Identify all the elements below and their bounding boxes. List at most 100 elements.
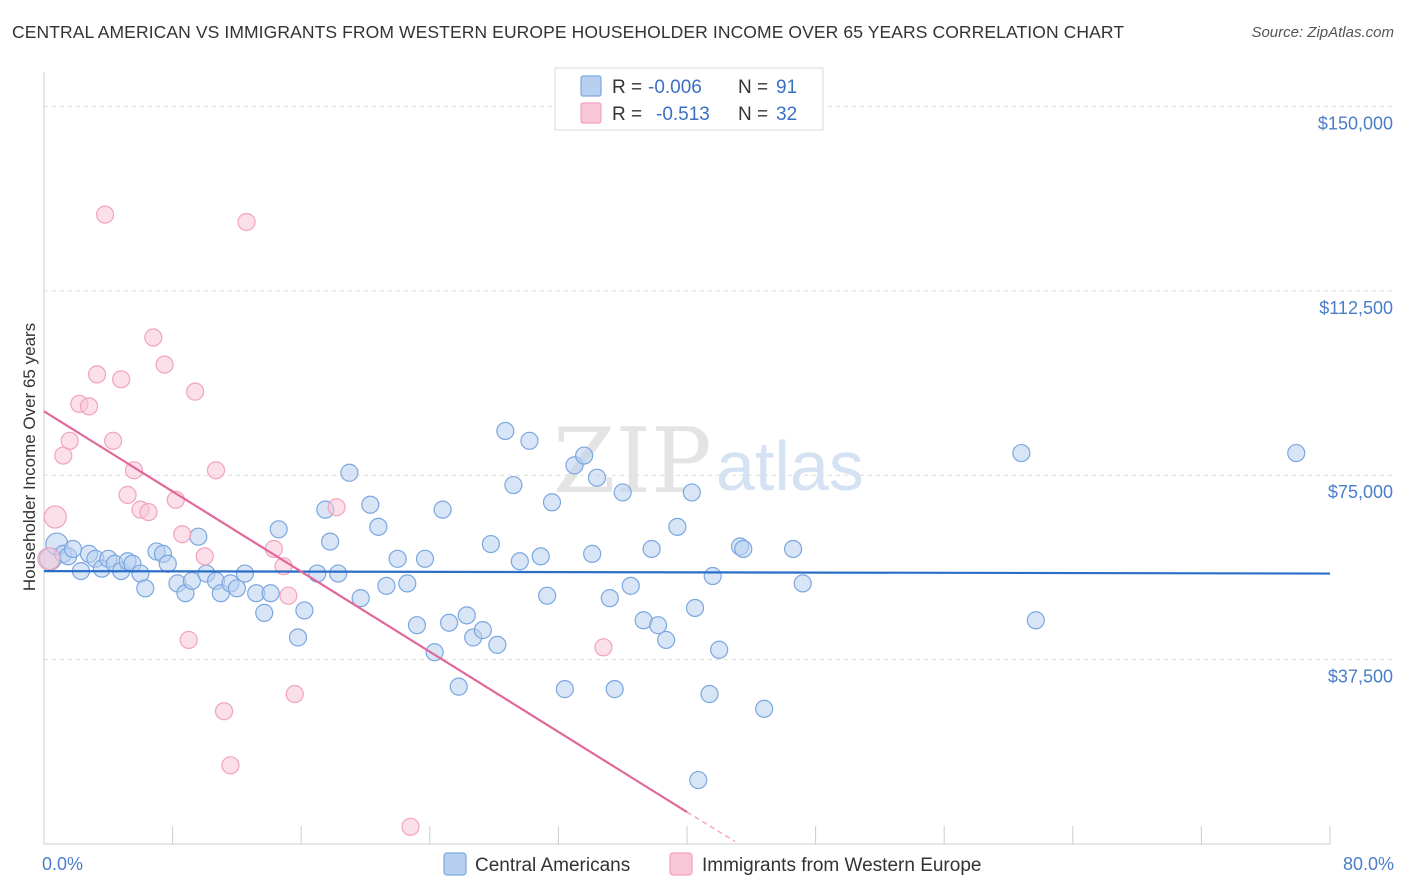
western-europe-point-13 — [139, 502, 158, 522]
legend-r-value-2: -0.513 — [656, 104, 710, 125]
legend-r-value-1: -0.006 — [648, 77, 702, 98]
central-american-point-62 — [538, 586, 557, 605]
legend-r-label-2: R = — [612, 104, 642, 125]
central-american-point-70 — [605, 680, 624, 699]
central-american-point-4 — [63, 539, 83, 559]
western-europe-point-10 — [118, 485, 137, 504]
central-american-point-59 — [510, 552, 529, 571]
central-american-point-83 — [710, 640, 729, 659]
bottom-legend: Central Americans Immigrants from Wester… — [443, 852, 981, 876]
central-american-point-35 — [308, 564, 327, 583]
central-american-point-51 — [449, 677, 468, 696]
legend-swatch-central-americans — [580, 75, 602, 97]
central-american-point-41 — [361, 495, 380, 514]
central-american-point-39 — [340, 463, 359, 482]
central-american-point-88 — [793, 574, 812, 593]
central-american-point-91 — [1287, 443, 1306, 463]
central-american-point-64 — [555, 680, 574, 699]
central-american-point-85 — [734, 539, 753, 559]
central-american-point-87 — [783, 539, 803, 559]
source-label: Source: ZipAtlas.com — [1251, 24, 1394, 41]
central-american-point-43 — [377, 576, 396, 595]
western-europe-point-5 — [79, 397, 99, 416]
y-tick-label-3: $150,000 — [1318, 113, 1393, 133]
central-american-point-54 — [473, 621, 492, 640]
bottom-legend-swatch-central-americans — [443, 852, 467, 876]
central-american-point-42 — [369, 517, 388, 536]
central-american-point-75 — [648, 616, 668, 635]
western-europe-point-6 — [87, 365, 107, 384]
western-europe-point-0 — [37, 547, 61, 571]
legend: R = -0.006 N = 91 R = -0.513 N = 32 — [554, 67, 824, 131]
central-american-point-79 — [685, 598, 705, 618]
western-europe-point-28 — [285, 684, 304, 704]
central-american-point-61 — [531, 547, 550, 566]
central-american-point-46 — [407, 616, 427, 635]
central-american-point-67 — [583, 544, 602, 563]
central-american-point-60 — [520, 431, 539, 450]
legend-n-value-2: 32 — [776, 104, 797, 125]
y-tick-label-2: $112,500 — [1319, 298, 1393, 318]
western-europe-point-18 — [179, 630, 198, 650]
central-american-point-55 — [481, 534, 500, 554]
western-europe-point-17 — [173, 525, 192, 544]
central-american-point-44 — [388, 549, 407, 568]
central-american-point-33 — [288, 628, 308, 647]
central-american-point-18 — [158, 554, 177, 573]
central-american-point-32 — [269, 520, 288, 539]
central-american-point-77 — [668, 517, 687, 536]
legend-n-label-2: N = — [738, 104, 768, 125]
central-american-point-76 — [657, 630, 676, 650]
central-american-point-81 — [700, 684, 719, 704]
central-american-point-89 — [1012, 443, 1031, 463]
central-american-point-34 — [295, 601, 314, 620]
trend-layer — [43, 410, 1331, 843]
central-american-point-31 — [261, 584, 280, 603]
central-american-point-82 — [703, 566, 722, 586]
western-europe-point-23 — [221, 756, 240, 775]
watermark: ZIP atlas — [553, 409, 864, 514]
western-europe-point-7 — [95, 205, 115, 224]
western-europe-point-21 — [206, 461, 226, 480]
legend-swatch-western-europe — [580, 102, 602, 124]
central-american-point-47 — [415, 549, 435, 568]
central-american-point-28 — [235, 564, 255, 583]
western-europe-point-22 — [214, 702, 234, 721]
chart-title: CENTRAL AMERICAN VS IMMIGRANTS FROM WEST… — [12, 22, 1125, 42]
central-american-point-69 — [600, 589, 619, 608]
western-europe-point-11 — [124, 461, 144, 480]
central-american-point-74 — [642, 539, 661, 559]
western-europe-point-29 — [327, 498, 346, 517]
central-american-point-78 — [682, 483, 701, 502]
central-american-point-58 — [504, 475, 523, 495]
western-europe-point-3 — [60, 431, 79, 450]
central-american-point-57 — [496, 421, 515, 441]
western-europe-point-30 — [401, 817, 420, 836]
western-europe-point-19 — [186, 382, 205, 401]
points-layer — [37, 205, 1306, 836]
y-tick-label-1: $75,000 — [1328, 482, 1393, 502]
western-europe-point-8 — [104, 431, 123, 450]
central-american-point-86 — [755, 699, 774, 718]
y-axis-label: Householder Income Over 65 years — [20, 323, 39, 591]
western-europe-point-1 — [43, 505, 67, 529]
western-europe-trend-line — [43, 410, 688, 813]
central-american-point-37 — [321, 532, 340, 551]
x-tick-label-0: 0.0% — [42, 854, 83, 874]
bottom-legend-label-western-europe: Immigrants from Western Europe — [702, 855, 981, 876]
central-american-point-27 — [227, 579, 246, 598]
legend-n-value-1: 91 — [776, 77, 797, 98]
western-europe-point-24 — [237, 212, 256, 232]
western-europe-point-27 — [279, 586, 298, 605]
western-europe-point-20 — [195, 547, 214, 566]
central-american-point-90 — [1026, 611, 1045, 630]
central-american-point-15 — [136, 579, 155, 598]
bottom-legend-label-central-americans: Central Americans — [475, 855, 630, 876]
central-american-point-45 — [398, 574, 417, 593]
central-american-point-66 — [575, 446, 594, 465]
central-american-point-50 — [439, 613, 459, 632]
western-europe-point-31 — [594, 638, 613, 657]
central-american-point-68 — [587, 468, 607, 487]
legend-n-label-1: N = — [738, 77, 768, 98]
